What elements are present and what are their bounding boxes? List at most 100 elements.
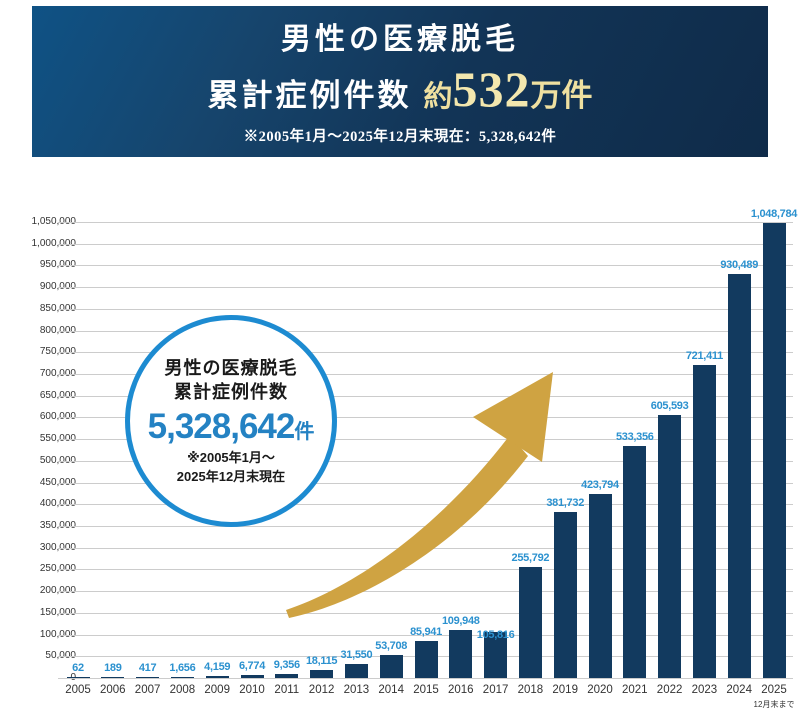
bar-2012 — [310, 670, 334, 678]
y-tick-label: 600,000 — [0, 411, 76, 423]
bar-value-label: 109,948 — [441, 615, 480, 628]
badge-number-unit: 件 — [294, 420, 315, 443]
gridline — [58, 308, 793, 310]
bar-2025 — [762, 222, 786, 678]
bar-value-label: 4,159 — [204, 661, 231, 674]
bar-2009 — [205, 676, 229, 678]
bar-2013 — [344, 664, 368, 678]
bar-2017 — [484, 632, 508, 678]
bar-value-label: 105,816 — [476, 629, 515, 642]
gridline — [58, 330, 793, 332]
banner-title-prefix: 累計症例件数 — [207, 78, 412, 113]
bar-2007 — [136, 676, 160, 678]
bar-2005 — [66, 676, 90, 678]
bar-value-label: 62 — [72, 661, 84, 674]
bar-2022 — [658, 415, 682, 678]
gridline — [58, 634, 793, 636]
gridline — [58, 395, 793, 397]
bar-2016 — [449, 630, 473, 678]
bar-value-label: 6,774 — [238, 660, 266, 673]
banner-title-line2: 累計症例件数 約 532 万件 — [32, 62, 768, 117]
y-tick-label: 450,000 — [0, 477, 76, 489]
bar-2008 — [170, 676, 194, 678]
x-tick-label: 2008 — [169, 684, 196, 696]
bar-value-label: 53,708 — [375, 639, 408, 652]
y-tick-label: 900,000 — [0, 281, 76, 293]
x-tick-label: 2012 — [308, 684, 335, 696]
x-tick-label: 2019 — [552, 684, 578, 696]
bar-2018 — [518, 566, 542, 678]
bar-2020 — [588, 493, 612, 678]
x-tick-label: 2013 — [343, 684, 370, 696]
bar-2021 — [623, 446, 647, 678]
bar-value-label: 1,048,784 — [750, 207, 798, 220]
x-tick-label: 2010 — [239, 684, 265, 696]
bar-value-label: 381,732 — [546, 497, 585, 510]
x-tick-label: 2022 — [656, 684, 683, 696]
y-tick-label: 1,050,000 — [31, 216, 77, 227]
bar-value-label: 9,356 — [273, 658, 300, 671]
x-tick-label: 2020 — [587, 684, 613, 696]
y-tick-label: 300,000 — [0, 542, 76, 554]
x-tick-label: 2023 — [691, 684, 718, 696]
y-tick-label: 200,000 — [0, 585, 76, 597]
y-tick-label: 1,000,000 — [31, 237, 77, 249]
gridline — [58, 482, 793, 484]
y-tick-label: 250,000 — [0, 563, 76, 575]
gridline — [58, 678, 793, 679]
badge-title: 男性の医療脱毛 累計症例件数 — [165, 356, 298, 405]
badge-title-line2: 累計症例件数 — [174, 382, 288, 403]
y-tick-label: 850,000 — [0, 303, 76, 315]
badge-title-line1: 男性の医療脱毛 — [164, 358, 298, 379]
gridline — [58, 612, 793, 614]
x-tick-label: 2017 — [482, 684, 509, 696]
y-tick-label: 800,000 — [0, 325, 76, 337]
banner-unit: 万件 — [530, 78, 593, 113]
y-tick-label: 400,000 — [0, 498, 76, 510]
y-tick-label: 150,000 — [0, 607, 76, 619]
bar-value-label: 31,550 — [340, 649, 373, 662]
bar-2011 — [275, 673, 299, 678]
header-banner: 男性の医療脱毛 累計症例件数 約 532 万件 ※2005年1月～2025年12… — [32, 6, 768, 157]
badge-number-value: 5,328,642 — [147, 406, 296, 446]
y-tick-label: 500,000 — [0, 455, 76, 467]
badge-note: ※2005年1月～ 2025年12月末現在 — [177, 449, 285, 485]
y-tick-label: 700,000 — [0, 368, 76, 380]
y-tick-label: 100,000 — [0, 629, 76, 641]
banner-title-line1: 男性の医療脱毛 — [281, 23, 519, 56]
bar-value-label: 930,489 — [720, 258, 759, 271]
banner-subtitle: ※2005年1月～2025年12月末現在：5,328,642件 — [243, 129, 557, 145]
bar-2010 — [240, 675, 264, 678]
plot-area: 62 189 417 1,656 4,159 6,774 9,356 18,115 31,550… — [58, 208, 797, 679]
y-tick-label: 750,000 — [0, 346, 76, 358]
growth-arrow-icon — [286, 372, 553, 618]
bar-value-label: 417 — [138, 661, 157, 674]
gridline — [58, 374, 793, 375]
bar-value-label: 18,115 — [305, 655, 338, 668]
banner-big-number: 532 — [452, 61, 531, 117]
bar-value-label: 255,792 — [511, 551, 550, 564]
gridline — [58, 591, 793, 593]
gridline — [58, 265, 793, 267]
bar-value-label: 533,356 — [615, 431, 654, 444]
y-tick-label: 950,000 — [0, 259, 76, 271]
x-tick-label: 2018 — [517, 684, 544, 696]
bar-value-label: 605,593 — [650, 400, 689, 412]
x-tick-label: 2021 — [622, 684, 648, 696]
y-tick-label: 350,000 — [0, 520, 76, 532]
gridline — [58, 287, 793, 289]
bar-value-label: 85,941 — [410, 625, 442, 638]
x-axis-note: 12月末まで — [753, 700, 795, 709]
bar-2006 — [101, 676, 125, 678]
bar-2024 — [727, 273, 751, 678]
y-tick-label: 550,000 — [0, 433, 76, 445]
total-cases-badge: 男性の医療脱毛 累計症例件数 5,328,642件 ※2005年1月～ 2025… — [125, 315, 337, 527]
bar-value-label: 721,411 — [685, 349, 723, 362]
gridline — [58, 222, 793, 223]
badge-number: 5,328,642件 — [147, 406, 315, 446]
y-tick-label: 650,000 — [0, 390, 76, 402]
gridline — [58, 460, 793, 462]
x-tick-label: 2014 — [378, 684, 404, 696]
x-tick-label: 2024 — [726, 684, 752, 696]
